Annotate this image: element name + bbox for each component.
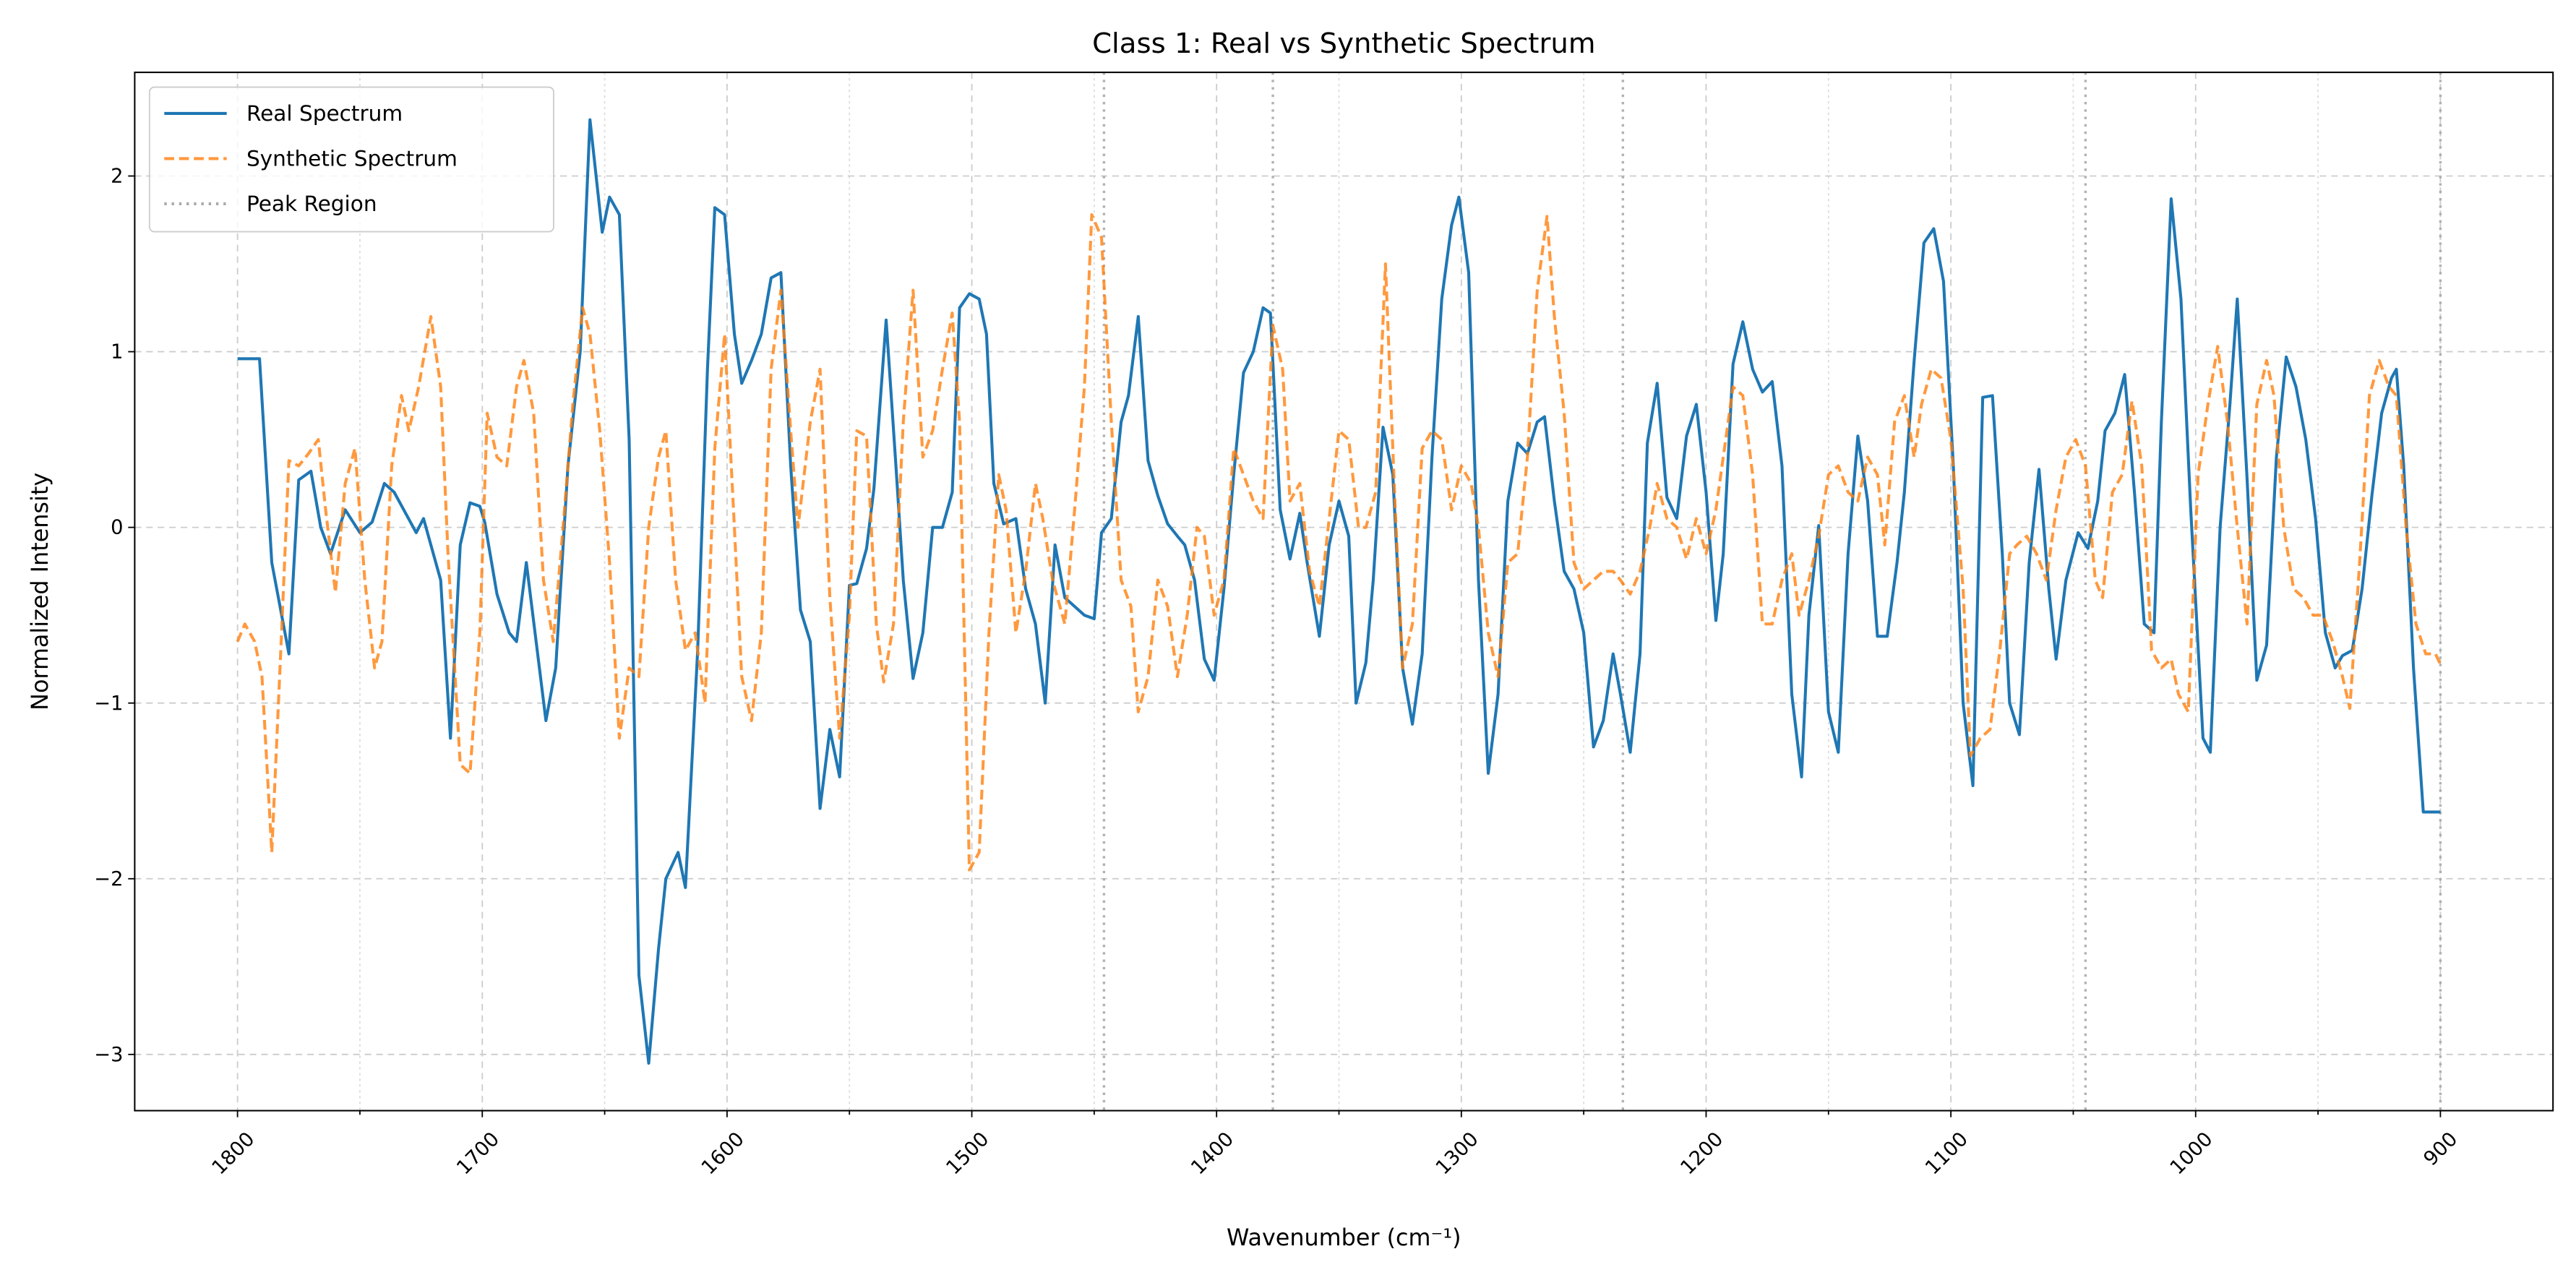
y-tick-label: −2	[94, 868, 123, 890]
plot-frame	[134, 72, 2554, 1112]
y-tick-label: −1	[94, 692, 123, 715]
y-tick-label: −3	[94, 1044, 123, 1066]
legend: Real Spectrum Synthetic Spectrum Peak Regi…	[148, 86, 554, 233]
legend-box	[148, 86, 554, 233]
y-axis-label: Normalized Intensity	[26, 473, 53, 711]
y-tick-label: 1	[111, 341, 123, 364]
legend-label: Real Spectrum	[246, 101, 403, 126]
x-axis-label: Wavenumber (cm⁻¹)	[1227, 1224, 1461, 1251]
y-tick-label: 2	[111, 166, 123, 188]
y-tick-label: 0	[111, 517, 123, 539]
chart-title: Class 1: Real vs Synthetic Spectrum	[1092, 27, 1595, 60]
legend-label: Peak Region	[246, 192, 377, 216]
legend-label: Synthetic Spectrum	[246, 147, 458, 171]
series-line	[237, 118, 2441, 1065]
series-line	[236, 212, 2442, 872]
